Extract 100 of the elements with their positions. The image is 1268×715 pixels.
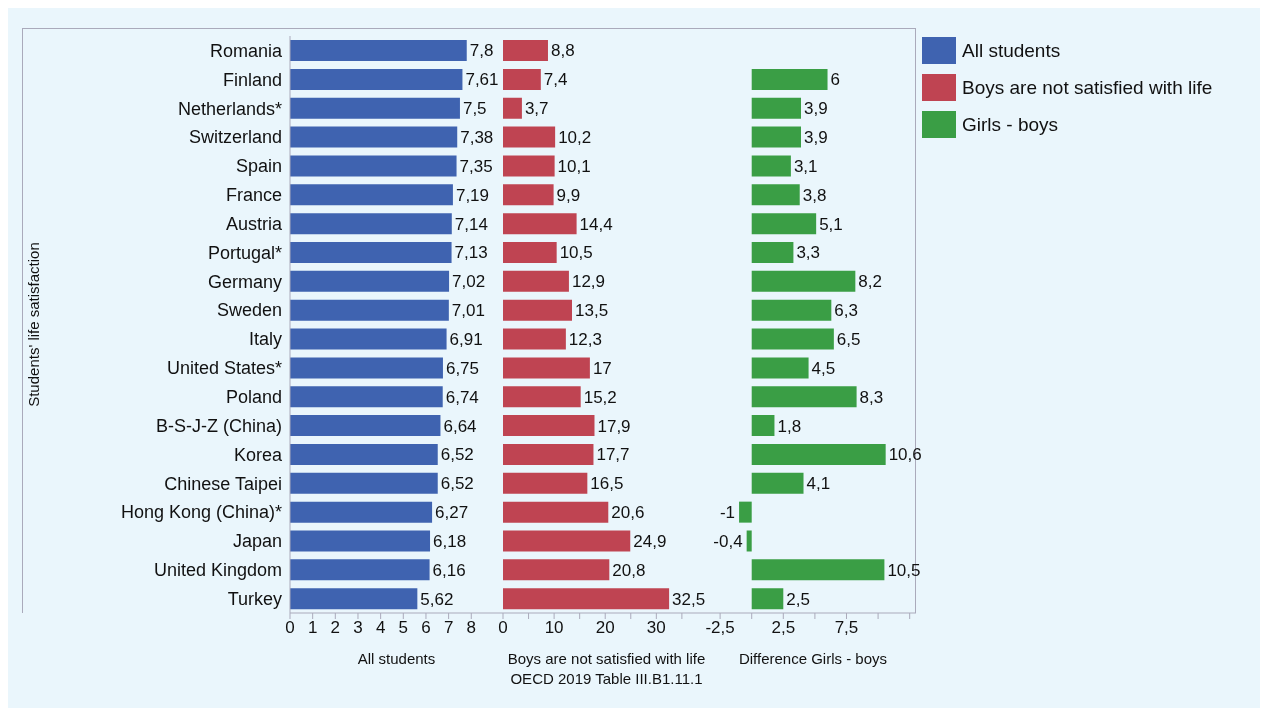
bar (751, 184, 800, 206)
data-label: 10,5 (887, 560, 921, 580)
bar (751, 126, 801, 148)
data-label: 6,74 (445, 387, 479, 407)
data-label: 3,9 (803, 99, 828, 119)
data-label: 6,52 (440, 474, 474, 494)
bar (751, 97, 801, 119)
bar (751, 270, 856, 292)
bar (503, 328, 566, 350)
bar (751, 415, 775, 437)
bar (290, 530, 431, 552)
x-tick-label: 7,5 (834, 618, 859, 638)
y-tick-label: Netherlands* (177, 98, 282, 119)
bar (503, 559, 610, 581)
bar (290, 155, 457, 177)
bar (739, 501, 752, 523)
data-label: 17 (592, 358, 612, 378)
bar (290, 68, 463, 90)
legend-label: Boys are not satisfied with life (962, 76, 1213, 99)
x-tick-label: 10 (544, 618, 564, 638)
x-tick-label: 7 (443, 618, 454, 638)
y-tick-label: United States* (166, 358, 282, 379)
bar (503, 443, 594, 465)
data-label: 7,14 (454, 214, 488, 234)
bar (503, 386, 581, 408)
y-tick-label: Spain (235, 156, 282, 177)
bar (290, 588, 418, 610)
data-label: 10,2 (558, 128, 592, 148)
data-label: 8,3 (859, 387, 884, 407)
data-label: 10,5 (559, 243, 593, 263)
bar (503, 126, 556, 148)
data-label: 3,7 (524, 99, 549, 119)
y-tick-label: Turkey (227, 588, 282, 609)
y-tick-label: Finland (222, 69, 282, 90)
y-tick-label: Japan (232, 531, 282, 552)
x-tick-label: -2,5 (705, 618, 735, 638)
bar (751, 472, 804, 494)
data-label: 12,3 (568, 329, 602, 349)
data-label: 13,5 (575, 301, 609, 321)
data-label: 32,5 (672, 589, 706, 609)
bar (290, 357, 443, 379)
data-label: 12,9 (571, 272, 606, 292)
bar (751, 213, 817, 235)
data-label: 10,1 (557, 156, 591, 176)
bar (751, 328, 834, 350)
y-tick-label: Germany (207, 271, 282, 292)
bar (503, 155, 555, 177)
data-label: -1 (719, 503, 736, 523)
data-label: -0,4 (713, 531, 743, 551)
x-axis-title: Difference Girls - boys (737, 649, 889, 669)
y-tick-label: Hong Kong (China)* (120, 502, 282, 523)
data-label: 7,01 (451, 301, 485, 321)
data-label: 3,9 (803, 128, 828, 148)
y-tick-label: Switzerland (188, 127, 282, 148)
bar (290, 299, 449, 321)
bar (503, 530, 631, 552)
bar (290, 40, 467, 62)
data-label: 7,13 (454, 243, 488, 263)
bar (290, 213, 452, 235)
data-label: 6,91 (449, 329, 483, 349)
bar (503, 241, 557, 263)
y-tick-label: B-S-J-Z (China) (155, 415, 282, 436)
data-label: 20,6 (611, 503, 645, 523)
bar (290, 501, 433, 523)
data-label: 5,1 (819, 214, 843, 234)
data-label: 5,62 (420, 589, 454, 609)
x-tick-label: 30 (646, 618, 666, 638)
bar (290, 443, 438, 465)
y-tick-label: France (225, 185, 282, 206)
bar (751, 588, 784, 610)
bar (503, 40, 548, 62)
x-tick-label: 2 (330, 618, 341, 638)
y-tick-label: Poland (225, 387, 282, 408)
bar (751, 299, 832, 321)
x-tick-label: 5 (398, 618, 409, 638)
data-label: 6,16 (432, 560, 466, 580)
data-label: 7,35 (459, 156, 493, 176)
bar (290, 328, 447, 350)
bar (503, 588, 670, 610)
data-label: 6,5 (836, 329, 861, 349)
data-label: 6,75 (445, 358, 480, 378)
data-label: 4,5 (811, 358, 836, 378)
legend-label: All students (962, 39, 1061, 62)
data-label: 6,3 (834, 301, 858, 321)
data-label: 6,18 (433, 531, 467, 551)
y-tick-label: Chinese Taipei (164, 473, 282, 494)
data-label: 7,5 (462, 99, 487, 119)
y-tick-label: United Kingdom (153, 560, 282, 581)
bar (290, 126, 458, 148)
bar (290, 184, 453, 206)
data-label: 20,8 (612, 560, 646, 580)
bar (503, 415, 595, 437)
bar (503, 68, 541, 90)
y-tick-label: Austria (225, 213, 283, 234)
data-label: 8,8 (550, 41, 575, 61)
bar (503, 501, 609, 523)
data-label: 7,4 (543, 70, 568, 90)
data-label: 6,27 (435, 503, 469, 523)
bar (751, 357, 809, 379)
data-label: 10,6 (888, 445, 922, 465)
